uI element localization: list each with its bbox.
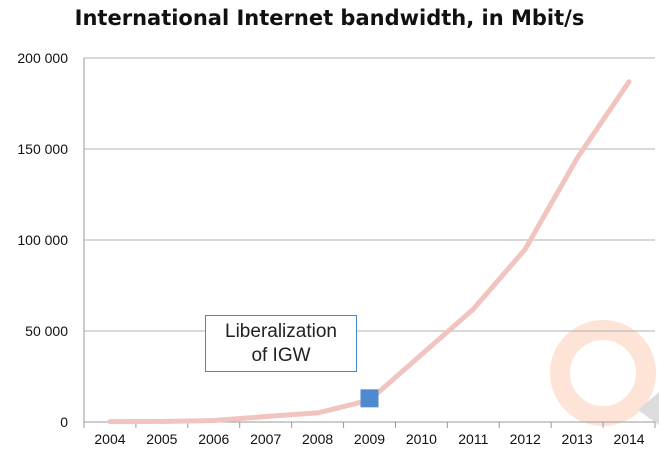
x-tick-label: 2013 [562,431,593,447]
data-marker-2009 [360,389,379,408]
annotation-line-1: Liberalization [225,320,337,342]
x-tick-label: 2014 [613,431,644,447]
y-tick-label: 100 000 [17,232,68,248]
watermark-logo [550,320,659,426]
y-tick-label: 0 [60,414,68,430]
chart-title: International Internet bandwidth, in Mbi… [74,6,585,30]
x-tick-label: 2011 [458,431,488,447]
x-tick-label: 2007 [250,431,281,447]
x-tick-label: 2010 [406,431,437,447]
x-tick-label: 2006 [198,431,229,447]
y-tick-label: 50 000 [25,323,68,339]
y-tick-label: 150 000 [17,141,68,157]
y-tick-label: 200 000 [17,50,68,66]
x-tick-label: 2012 [510,431,541,447]
annotation-line-2: of IGW [251,344,311,366]
annotation-box: Liberalization of IGW [205,315,357,372]
x-tick-label: 2004 [94,431,125,447]
x-tick-label: 2005 [146,431,177,447]
x-tick-label: 2009 [354,431,385,447]
watermark-ring [550,320,656,426]
watermark-shadow [638,392,659,425]
x-tick-label: 2008 [302,431,333,447]
